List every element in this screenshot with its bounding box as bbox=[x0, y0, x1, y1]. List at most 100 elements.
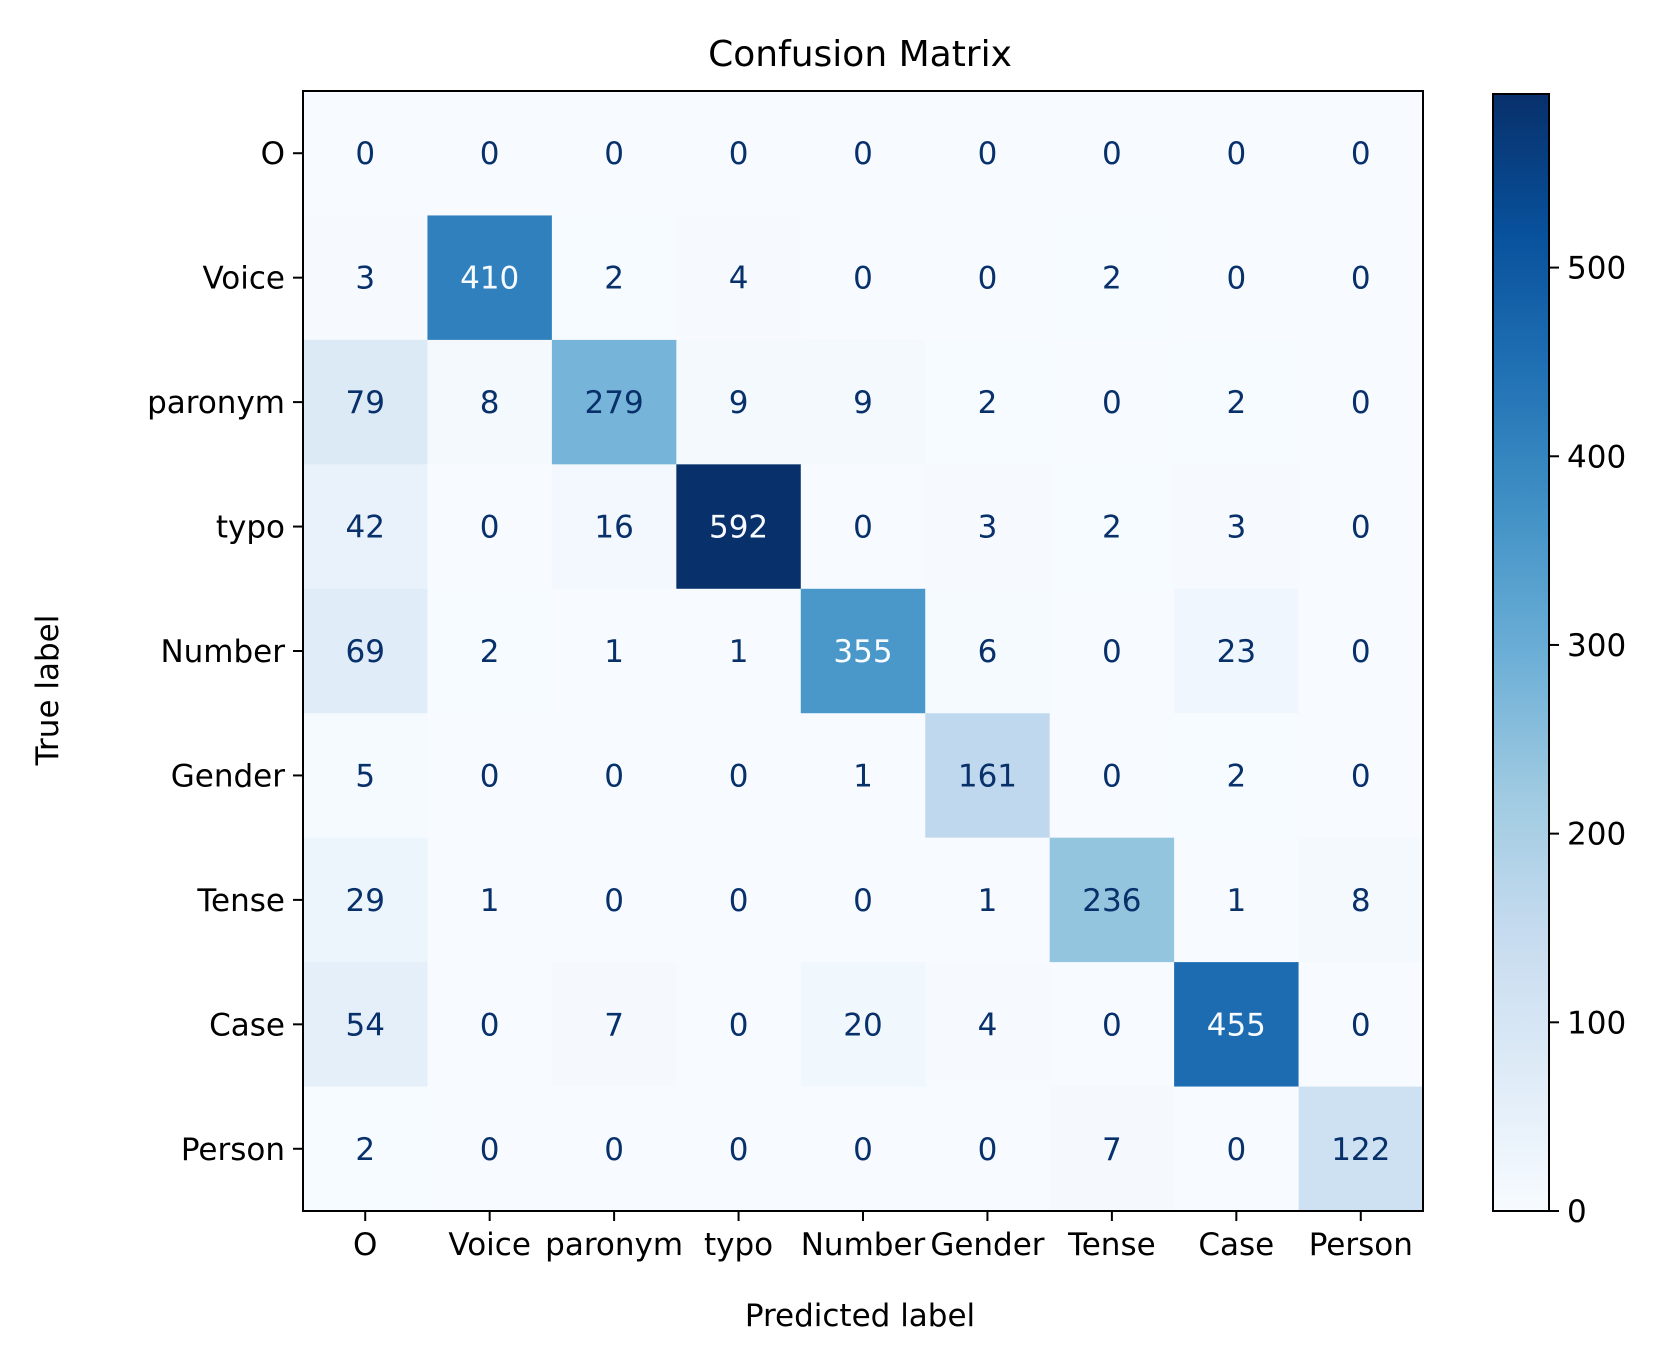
heatmap-cell bbox=[800, 962, 926, 1088]
cell-value-label: 6 bbox=[978, 634, 998, 670]
heatmap-cell bbox=[1049, 91, 1175, 216]
heatmap-cell bbox=[551, 1086, 677, 1212]
cell-value-label: 0 bbox=[480, 136, 500, 172]
heatmap-cell bbox=[551, 464, 677, 590]
cell-value-label: 355 bbox=[833, 634, 892, 670]
y-tick-label: Gender bbox=[171, 758, 285, 794]
heatmap-cell bbox=[427, 713, 553, 839]
cell-value-label: 1 bbox=[853, 758, 873, 794]
heatmap-cell bbox=[925, 837, 1051, 963]
heatmap-cell bbox=[800, 1086, 926, 1212]
heatmap-cell bbox=[1174, 339, 1300, 465]
heatmap-cell bbox=[800, 91, 926, 216]
x-tick-label: Tense bbox=[1067, 1227, 1156, 1263]
cell-value-label: 1 bbox=[480, 883, 500, 919]
cell-value-label: 0 bbox=[1351, 758, 1371, 794]
heatmap-cell bbox=[925, 339, 1051, 465]
y-tick-label: Number bbox=[160, 634, 285, 670]
heatmap-cell bbox=[1174, 837, 1300, 963]
heatmap-cell bbox=[676, 215, 802, 341]
cell-value-label: 3 bbox=[355, 261, 375, 297]
heatmap-cell bbox=[551, 962, 677, 1088]
heatmap-cell bbox=[676, 713, 802, 839]
x-tick-label: Person bbox=[1309, 1227, 1413, 1263]
heatmap-cell-labels: 0 0 0 0 0 0 0 0 03 410 2 4 0 0 2 0 079 8 279 9 9 2 0 2 042 0 16 592… bbox=[345, 136, 1390, 1168]
heatmap-cell bbox=[303, 713, 428, 839]
heatmap-cell bbox=[303, 91, 428, 216]
cell-value-label: 0 bbox=[1102, 1007, 1122, 1043]
y-axis-ticks: O Voice paronym typo Number Gender Tense Case Pe… bbox=[147, 136, 303, 1168]
x-tick-label: Number bbox=[801, 1227, 926, 1263]
x-tick-label: O bbox=[353, 1227, 377, 1263]
cell-value-label: 0 bbox=[1351, 261, 1371, 297]
cell-value-label: 0 bbox=[1351, 634, 1371, 670]
y-tick-label: Case bbox=[209, 1007, 285, 1043]
cell-value-label: 0 bbox=[480, 758, 500, 794]
colorbar-tick-label: 500 bbox=[1567, 251, 1626, 287]
cell-value-label: 0 bbox=[978, 1132, 998, 1168]
y-tick-label: typo bbox=[216, 510, 285, 546]
cell-value-label: 455 bbox=[1207, 1007, 1266, 1043]
cell-value-label: 0 bbox=[1102, 634, 1122, 670]
cell-value-label: 9 bbox=[729, 385, 749, 421]
heatmap-cell bbox=[303, 339, 428, 465]
cell-value-label: 69 bbox=[345, 634, 384, 670]
cell-value-label: 0 bbox=[729, 883, 749, 919]
heatmap-cell bbox=[1298, 91, 1424, 216]
cell-value-label: 0 bbox=[480, 1007, 500, 1043]
cell-value-label: 0 bbox=[1351, 385, 1371, 421]
cell-value-label: 0 bbox=[1351, 136, 1371, 172]
heatmap-cell bbox=[1174, 1086, 1300, 1212]
heatmap-cell bbox=[303, 1086, 428, 1212]
cell-value-label: 2 bbox=[1102, 261, 1122, 297]
cell-value-label: 16 bbox=[594, 510, 633, 546]
heatmap-cell bbox=[676, 91, 802, 216]
y-tick-label: Voice bbox=[203, 261, 286, 297]
x-tick-label: Case bbox=[1198, 1227, 1274, 1263]
cell-value-label: 20 bbox=[843, 1007, 882, 1043]
heatmap-cell bbox=[800, 215, 926, 341]
cell-value-label: 0 bbox=[1102, 758, 1122, 794]
x-tick-label: typo bbox=[704, 1227, 773, 1263]
cell-value-label: 0 bbox=[729, 1132, 749, 1168]
cell-value-label: 0 bbox=[604, 136, 624, 172]
heatmap-cell bbox=[800, 339, 926, 465]
heatmap-cell bbox=[676, 1086, 802, 1212]
heatmap-cell bbox=[1298, 962, 1424, 1088]
heatmap-cell bbox=[925, 962, 1051, 1088]
cell-value-label: 1 bbox=[729, 634, 749, 670]
heatmap-cell bbox=[800, 588, 926, 714]
y-axis-label: True label bbox=[30, 615, 66, 767]
cell-value-label: 8 bbox=[1351, 883, 1371, 919]
cell-value-label: 7 bbox=[1102, 1132, 1122, 1168]
cell-value-label: 592 bbox=[709, 510, 768, 546]
heatmap-cell bbox=[1298, 713, 1424, 839]
cell-value-label: 2 bbox=[978, 385, 998, 421]
cell-value-label: 122 bbox=[1331, 1132, 1390, 1168]
cell-value-label: 0 bbox=[978, 261, 998, 297]
cell-value-label: 0 bbox=[1226, 136, 1246, 172]
cell-value-label: 410 bbox=[460, 261, 519, 297]
cell-value-label: 0 bbox=[978, 136, 998, 172]
heatmap-cell bbox=[303, 588, 428, 714]
cell-value-label: 0 bbox=[729, 136, 749, 172]
heatmap-cell bbox=[1049, 215, 1175, 341]
colorbar-tick-label: 100 bbox=[1567, 1005, 1626, 1041]
cell-value-label: 0 bbox=[480, 510, 500, 546]
cell-value-label: 9 bbox=[853, 385, 873, 421]
heatmap-cell bbox=[1174, 464, 1300, 590]
heatmap-cell bbox=[303, 464, 428, 590]
cell-value-label: 4 bbox=[729, 261, 749, 297]
x-tick-label: paronym bbox=[545, 1227, 683, 1263]
heatmap-cell bbox=[551, 91, 677, 216]
cell-value-label: 4 bbox=[978, 1007, 998, 1043]
heatmap-cell bbox=[427, 215, 553, 341]
cell-value-label: 0 bbox=[1226, 1132, 1246, 1168]
heatmap-cell bbox=[925, 464, 1051, 590]
heatmap-cell bbox=[925, 713, 1051, 839]
cell-value-label: 0 bbox=[1351, 510, 1371, 546]
heatmap-cell bbox=[551, 339, 677, 465]
heatmap-cell bbox=[427, 464, 553, 590]
heatmap-cell bbox=[551, 215, 677, 341]
